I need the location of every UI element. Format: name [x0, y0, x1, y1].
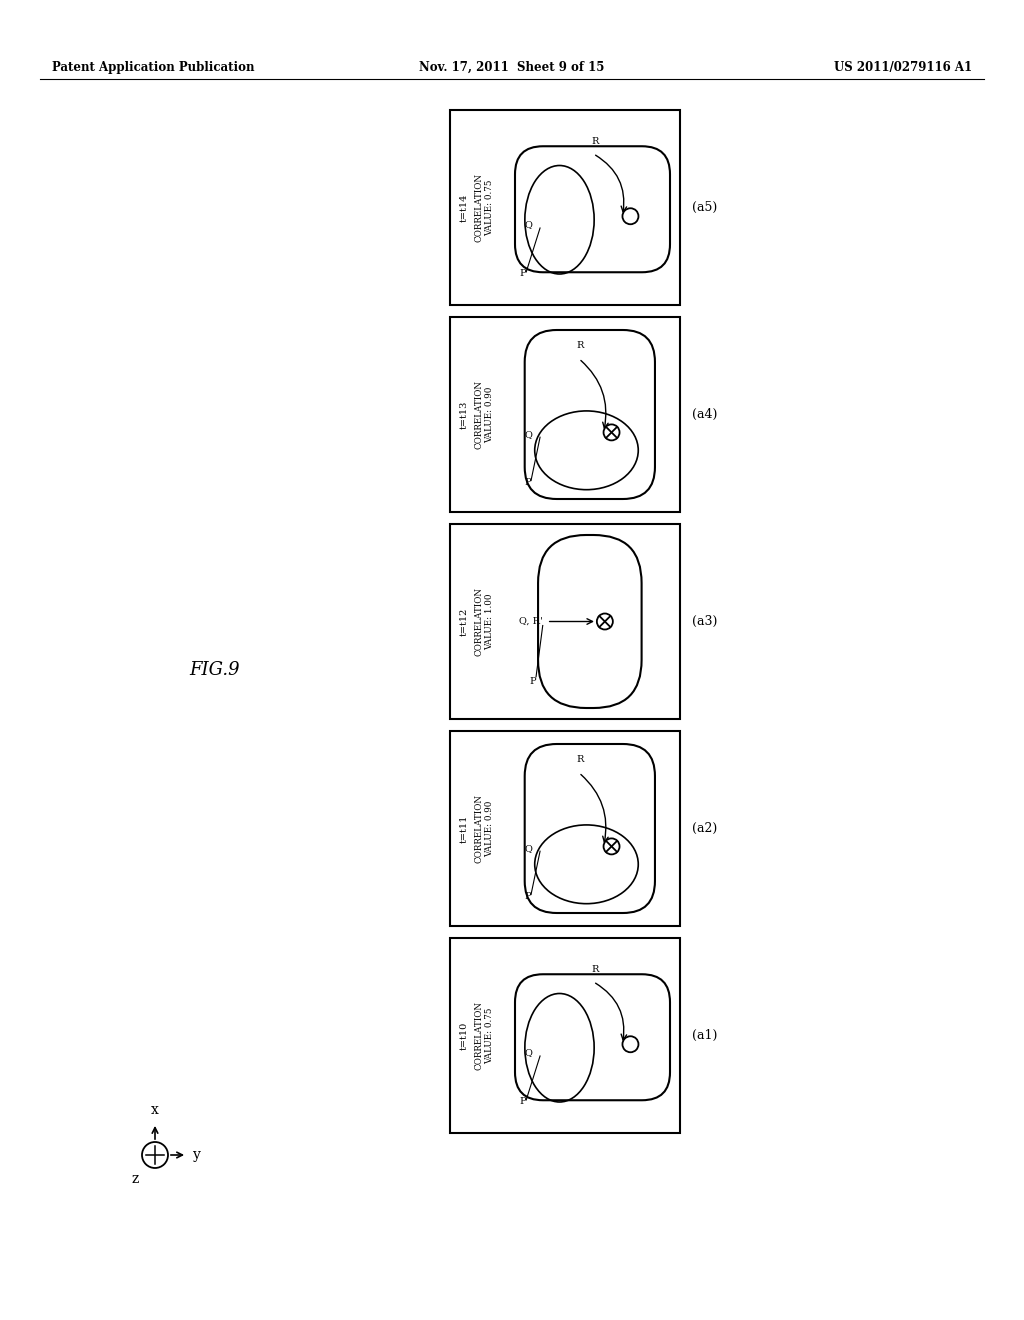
Text: t=t13: t=t13: [460, 400, 469, 429]
Text: P: P: [520, 269, 526, 279]
Text: P: P: [524, 892, 531, 902]
Text: t=t10: t=t10: [460, 1022, 469, 1049]
Text: (a2): (a2): [692, 822, 718, 836]
Text: (a4): (a4): [692, 408, 718, 421]
Text: US 2011/0279116 A1: US 2011/0279116 A1: [834, 61, 972, 74]
Text: t=t14: t=t14: [460, 193, 469, 222]
Text: P: P: [529, 677, 537, 686]
Bar: [450, 524, 680, 719]
Text: Patent Application Publication: Patent Application Publication: [52, 61, 255, 74]
Bar: [450, 317, 680, 512]
Text: R: R: [577, 755, 584, 764]
Text: x: x: [152, 1104, 159, 1117]
Text: z: z: [131, 1172, 138, 1185]
Text: P: P: [524, 478, 531, 487]
Text: (a3): (a3): [692, 615, 718, 628]
Text: y: y: [193, 1148, 201, 1162]
Text: CORRELATION
VALUE: 0.90: CORRELATION VALUE: 0.90: [474, 380, 494, 449]
Text: FIG.9: FIG.9: [189, 661, 241, 678]
Text: R: R: [591, 137, 599, 145]
Text: R: R: [577, 341, 584, 350]
Text: CORRELATION
VALUE: 0.90: CORRELATION VALUE: 0.90: [474, 795, 494, 863]
Text: CORRELATION
VALUE: 0.75: CORRELATION VALUE: 0.75: [474, 173, 494, 242]
Bar: [450, 731, 680, 927]
Text: Q: Q: [524, 220, 532, 230]
Text: R: R: [591, 965, 599, 974]
Text: (a1): (a1): [692, 1030, 718, 1041]
Text: t=t12: t=t12: [460, 607, 469, 636]
Text: Q: Q: [524, 843, 532, 853]
Text: Q: Q: [524, 430, 532, 438]
Text: CORRELATION
VALUE: 0.75: CORRELATION VALUE: 0.75: [474, 1001, 494, 1071]
Text: Q: Q: [524, 1048, 532, 1057]
Text: Q, R': Q, R': [519, 616, 543, 626]
Text: Nov. 17, 2011  Sheet 9 of 15: Nov. 17, 2011 Sheet 9 of 15: [419, 61, 605, 74]
Text: P: P: [520, 1097, 526, 1106]
Bar: [450, 939, 680, 1133]
Text: (a5): (a5): [692, 201, 718, 214]
Bar: [450, 110, 680, 305]
Text: t=t11: t=t11: [460, 814, 469, 842]
Text: CORRELATION
VALUE: 1.00: CORRELATION VALUE: 1.00: [474, 587, 494, 656]
